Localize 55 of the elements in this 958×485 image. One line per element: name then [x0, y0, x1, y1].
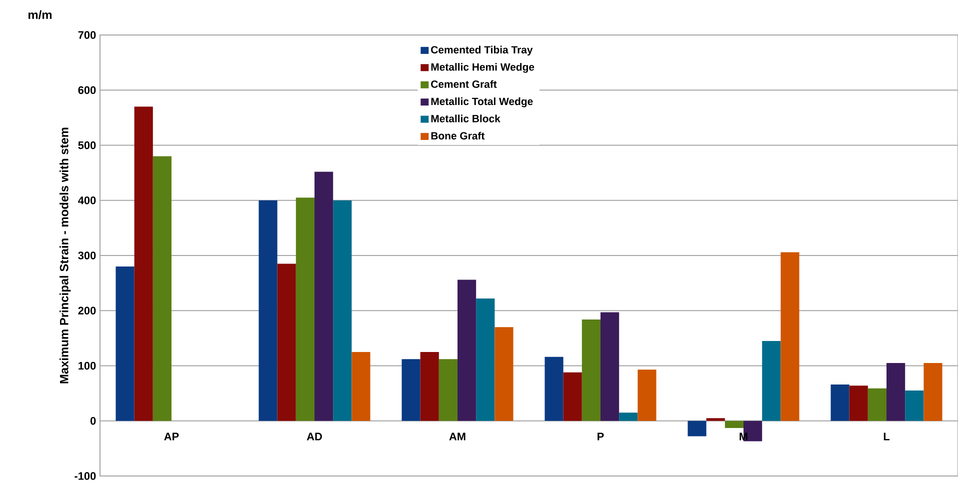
x-tick-label: AP	[164, 432, 179, 440]
x-tick-label: AM	[449, 432, 466, 440]
bar	[582, 319, 600, 421]
bar	[314, 172, 334, 421]
bar	[352, 352, 370, 421]
bar	[277, 264, 296, 421]
legend-label: Cement Graft	[431, 80, 497, 88]
y-tick-label: 700	[78, 31, 96, 39]
bar	[152, 156, 172, 421]
legend-label: Cemented Tibia Tray	[431, 46, 533, 56]
x-tick-label: L	[884, 432, 890, 440]
bar	[688, 420, 706, 436]
y-tick-label: 100	[78, 362, 96, 370]
bar	[333, 200, 352, 421]
bar	[619, 412, 638, 421]
bar	[458, 280, 476, 421]
legend-label: Metallic Hemi Wedge	[431, 63, 534, 73]
legend-label: Metallic Block	[431, 114, 500, 122]
bar	[724, 420, 744, 428]
bar	[494, 327, 514, 421]
bar	[476, 298, 495, 421]
y-tick-label: 600	[78, 86, 96, 94]
x-tick-label: AD	[306, 432, 322, 440]
x-tick-label: P	[598, 432, 604, 440]
bar	[134, 106, 153, 421]
legend-label: Metallic Total Wedge	[431, 97, 533, 108]
y-tick-label: -100	[74, 472, 96, 480]
bar	[905, 390, 924, 421]
x-tick-label: M	[740, 432, 748, 440]
bar	[600, 312, 620, 421]
y-tick-label: 400	[78, 196, 96, 204]
y-axis-title: Maximum Principal Strain - models with stem	[60, 128, 71, 384]
bar	[116, 266, 134, 421]
y-tick-label: 500	[78, 141, 96, 150]
bar	[762, 340, 781, 421]
y-tick-label: 200	[78, 306, 96, 315]
bar	[402, 359, 420, 421]
bar	[924, 362, 942, 421]
bar	[849, 386, 868, 421]
bar	[438, 359, 458, 421]
bar	[780, 252, 800, 421]
bar	[706, 418, 725, 421]
legend-label: Bone Graft	[431, 132, 485, 140]
bar	[638, 370, 656, 421]
y-tick-label: 0	[90, 417, 96, 425]
bar	[296, 198, 314, 421]
bar	[830, 384, 850, 421]
bar	[563, 372, 582, 421]
bar	[258, 200, 278, 421]
bar	[420, 352, 439, 421]
bar	[868, 388, 887, 421]
text: m/m	[28, 10, 52, 20]
bar	[886, 362, 906, 421]
y-tick-label: 300	[78, 252, 96, 260]
bar	[544, 356, 564, 421]
